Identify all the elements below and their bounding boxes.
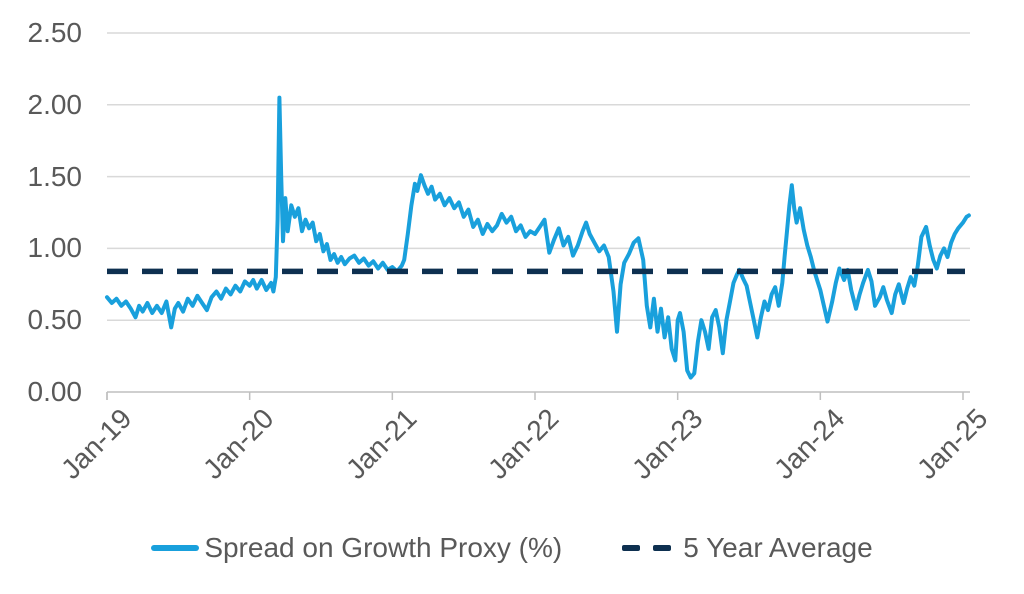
y-tick-label: 0.00 bbox=[27, 376, 83, 407]
legend-item-average: 5 Year Average bbox=[622, 532, 873, 564]
legend-label-spread: Spread on Growth Proxy (%) bbox=[204, 532, 563, 563]
y-tick-label: 1.50 bbox=[27, 161, 83, 192]
legend-dash-swatch bbox=[622, 545, 672, 551]
y-tick-label: 2.00 bbox=[27, 89, 83, 120]
y-tick-label: 2.50 bbox=[27, 17, 83, 48]
legend-line-swatch bbox=[151, 545, 200, 551]
gridlines bbox=[107, 32, 970, 321]
legend: Spread on Growth Proxy (%) 5 Year Averag… bbox=[0, 532, 1024, 564]
y-tick-label: 0.50 bbox=[27, 304, 83, 335]
legend-item-spread: Spread on Growth Proxy (%) bbox=[151, 532, 562, 564]
legend-label-average: 5 Year Average bbox=[683, 532, 873, 563]
y-tick-label: 1.00 bbox=[27, 232, 83, 263]
spread-line bbox=[105, 95, 971, 380]
x-axis-line bbox=[106, 391, 970, 400]
